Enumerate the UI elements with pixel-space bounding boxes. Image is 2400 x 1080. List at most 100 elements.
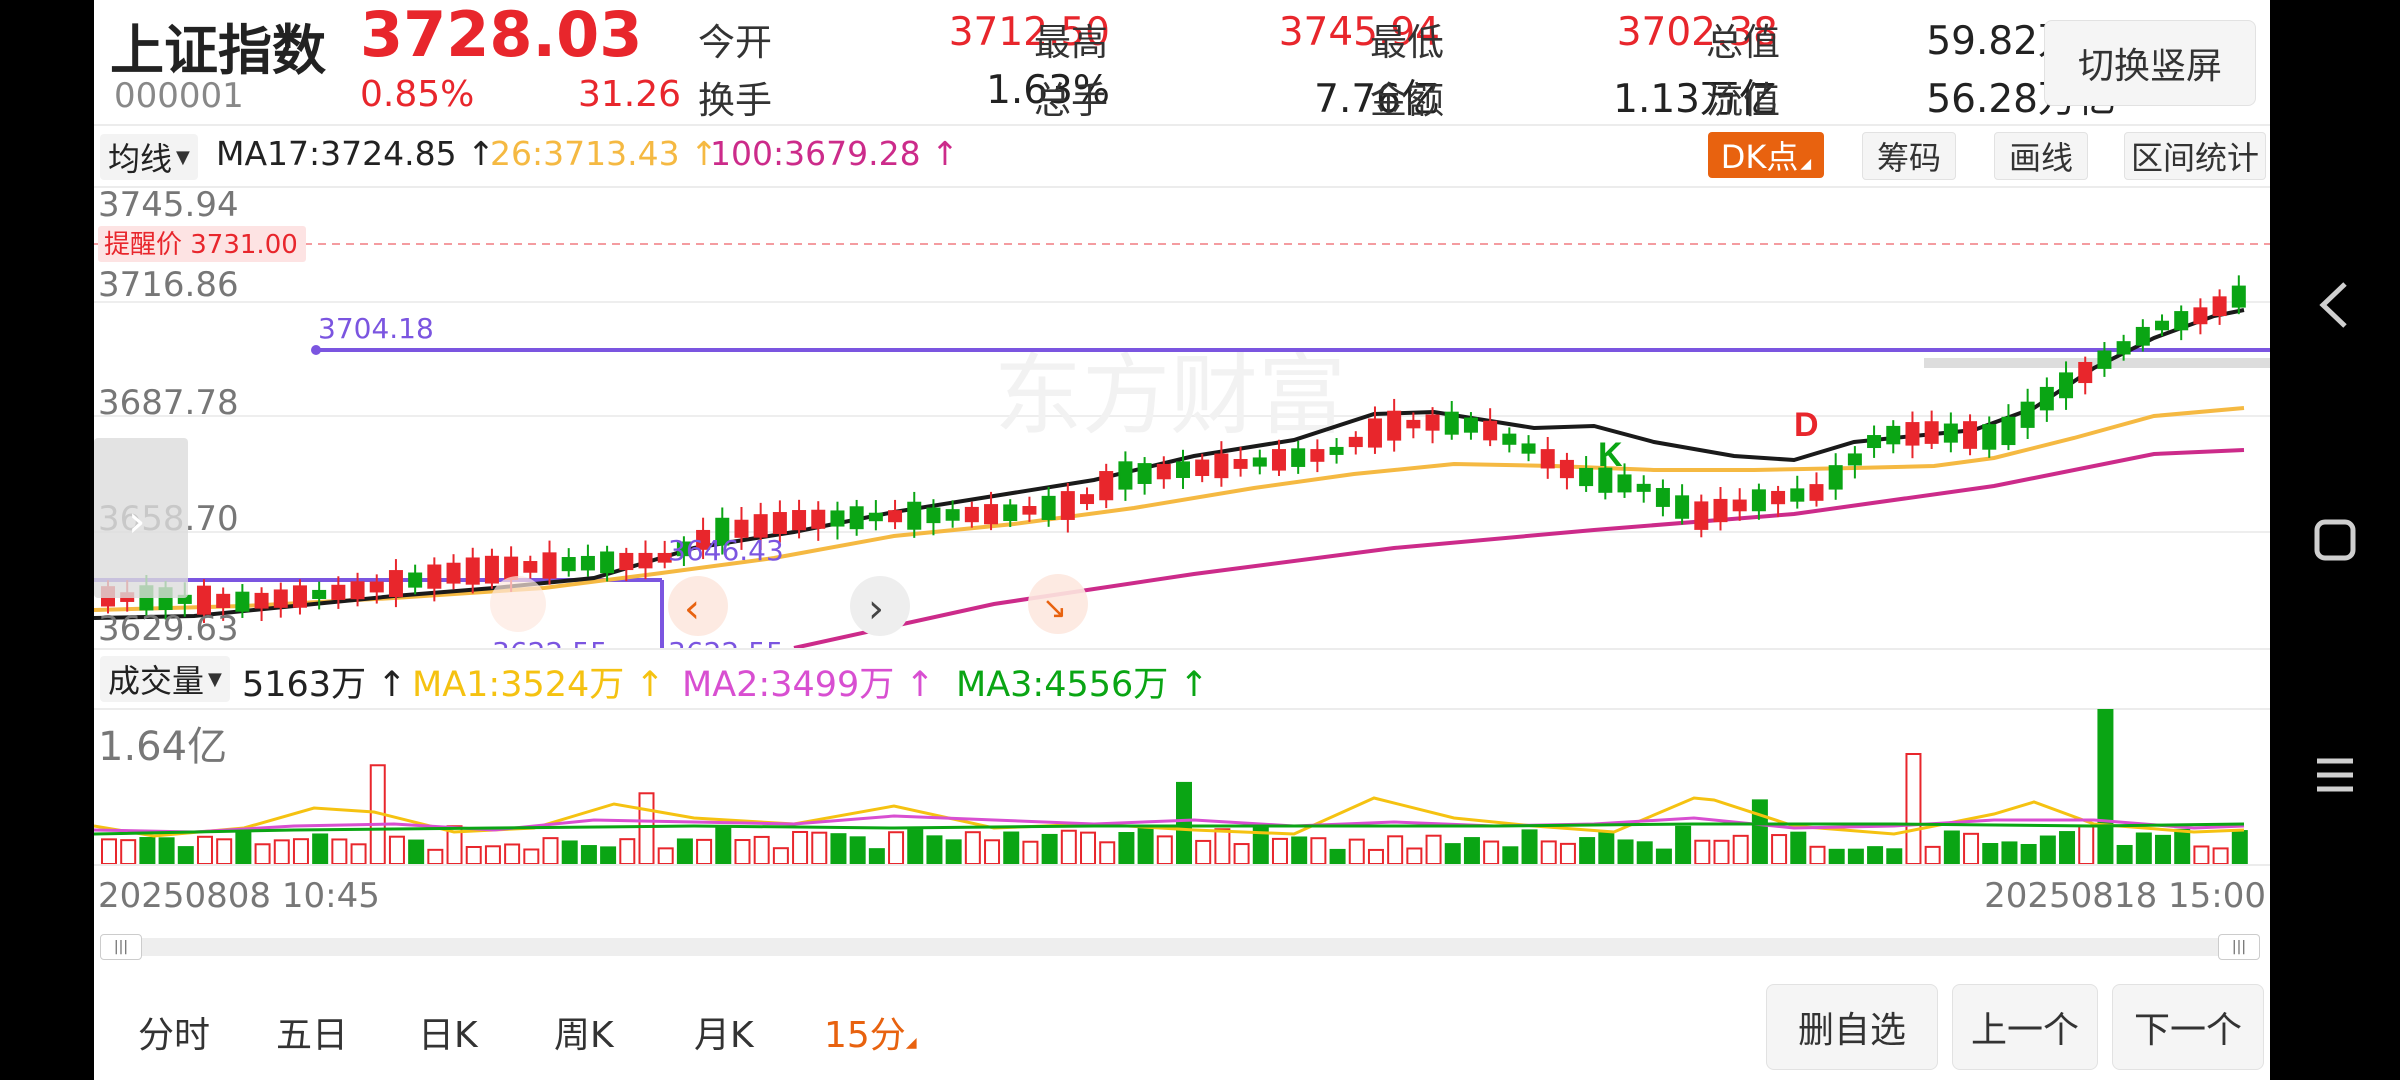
volume-bar: [2020, 843, 2037, 864]
marker-d[interactable]: D: [1794, 406, 1819, 444]
volume-bar: [1771, 834, 1788, 864]
tab-weekly-k[interactable]: 周K: [554, 1015, 614, 1056]
candle-body: [2193, 307, 2208, 325]
volume-bar: [1963, 832, 1980, 864]
chart-expand-tab[interactable]: [94, 438, 188, 598]
volume-bar: [1271, 837, 1288, 864]
volume-bar: [1694, 839, 1711, 864]
candle-body: [196, 585, 211, 615]
candle-body: [331, 584, 346, 600]
candle-body: [1751, 489, 1766, 512]
candle-body: [1463, 417, 1478, 433]
collapse-button[interactable]: [1028, 574, 1088, 634]
candle-body: [2039, 386, 2054, 411]
up-arrow-icon: ↑: [377, 665, 407, 705]
system-nav-bar: [2270, 0, 2400, 1080]
drawn-line-upper-handle[interactable]: [311, 345, 321, 355]
alert-label[interactable]: 提醒价 3731.00: [104, 230, 298, 260]
chart-right-button[interactable]: [850, 576, 910, 636]
candle-body: [888, 510, 903, 523]
remove-watchlist-button[interactable]: 删自选: [1766, 984, 1938, 1070]
chip-button[interactable]: 筹码: [1862, 132, 1956, 180]
candle-body: [1502, 433, 1517, 445]
volume-bar: [945, 839, 962, 864]
candle-body: [868, 512, 883, 522]
up-arrow-icon: ↑: [1179, 665, 1209, 705]
candle-body: [1886, 425, 1901, 445]
scrollbar-right-handle[interactable]: |||: [2218, 934, 2260, 960]
volume-bar: [638, 792, 655, 864]
candle-body: [772, 512, 787, 535]
candle-body: [350, 581, 365, 600]
volume-bar: [1156, 835, 1173, 864]
volume-bar: [1828, 848, 1845, 864]
tab-monthly-k[interactable]: 月K: [694, 1015, 754, 1056]
range-stats-button[interactable]: 区间统计: [2124, 132, 2266, 180]
vol-ma1-line: [94, 796, 2245, 838]
volume-bar: [2039, 835, 2056, 864]
change-percent: 0.85%: [360, 74, 475, 115]
volume-bar: [1406, 847, 1423, 864]
price-grid: [94, 301, 2270, 533]
y-label-2: 3716.86: [98, 265, 239, 305]
tab-15min[interactable]: 15分◢: [824, 1006, 917, 1058]
candle-body: [1118, 461, 1133, 490]
highlight-band: [1924, 358, 2270, 368]
tab-intraday[interactable]: 分时: [138, 1015, 211, 1056]
candle-body: [388, 570, 403, 597]
tab-five-day[interactable]: 五日: [276, 1015, 349, 1056]
volume-bar: [120, 839, 137, 864]
ma-dropdown[interactable]: 均线 ▼: [100, 134, 198, 180]
crosshair-button[interactable]: [490, 576, 546, 632]
ma100-line: [793, 448, 2245, 648]
price-chart[interactable]: 东方财富 K D 3745.94 3716.86 3687.78 3658.70…: [94, 186, 2270, 648]
candle-body: [2097, 350, 2112, 369]
volume-bar: [273, 839, 290, 864]
candle-body: [619, 552, 634, 571]
vol-ma3-line: [94, 822, 2245, 836]
volume-bar: [1310, 837, 1327, 864]
marker-k[interactable]: K: [1598, 436, 1623, 474]
volume-bar: [331, 838, 348, 864]
up-arrow-icon: ↑: [905, 665, 935, 705]
volume-bar: [1195, 839, 1212, 864]
home-button[interactable]: [2290, 495, 2380, 585]
home-square-icon: [2314, 519, 2356, 561]
candle-body: [523, 561, 538, 573]
candle-body: [427, 564, 442, 589]
volume-dropdown[interactable]: 成交量 ▼: [100, 656, 230, 702]
volume-bar: [2097, 709, 2114, 864]
previous-button[interactable]: 上一个: [1952, 984, 2098, 1070]
volume-bar: [1444, 843, 1461, 864]
volume-bar: [1387, 835, 1404, 864]
volume-bar: [1559, 842, 1576, 864]
stat-low-label: 最低: [1370, 21, 1444, 64]
volume-bar: [1214, 828, 1231, 864]
volume-value: 5163万 ↑: [242, 656, 407, 707]
candle-body: [2231, 285, 2246, 308]
volume-bar: [580, 845, 597, 864]
chart-left-button[interactable]: [668, 576, 728, 636]
current-price: 3728.03: [360, 0, 643, 71]
chart-scrollbar[interactable]: ||| |||: [100, 934, 2260, 960]
scrollbar-left-handle[interactable]: |||: [100, 934, 142, 960]
dk-point-button[interactable]: DK点 ◢: [1708, 132, 1824, 178]
back-button[interactable]: [2290, 260, 2380, 350]
stat-low-value: 3702.38: [1616, 10, 1778, 55]
recents-button[interactable]: [2290, 730, 2380, 820]
candle-body: [1348, 436, 1363, 448]
corner-triangle-icon: ◢: [905, 1035, 917, 1051]
volume-max-label: 1.64亿: [98, 724, 227, 770]
draw-line-button[interactable]: 画线: [1994, 132, 2088, 180]
volume-bar: [1579, 837, 1596, 864]
volume-bar: [101, 838, 117, 864]
volume-bar: [792, 830, 809, 864]
volume-bar: [1867, 846, 1884, 864]
volume-chart[interactable]: 1.64亿: [94, 708, 2270, 864]
next-button[interactable]: 下一个: [2112, 984, 2264, 1070]
volume-bar: [1675, 825, 1692, 864]
switch-portrait-button[interactable]: 切换竖屏: [2044, 20, 2256, 106]
candle-body: [292, 585, 307, 608]
candle-body: [1406, 419, 1421, 429]
tab-daily-k[interactable]: 日K: [418, 1015, 478, 1056]
